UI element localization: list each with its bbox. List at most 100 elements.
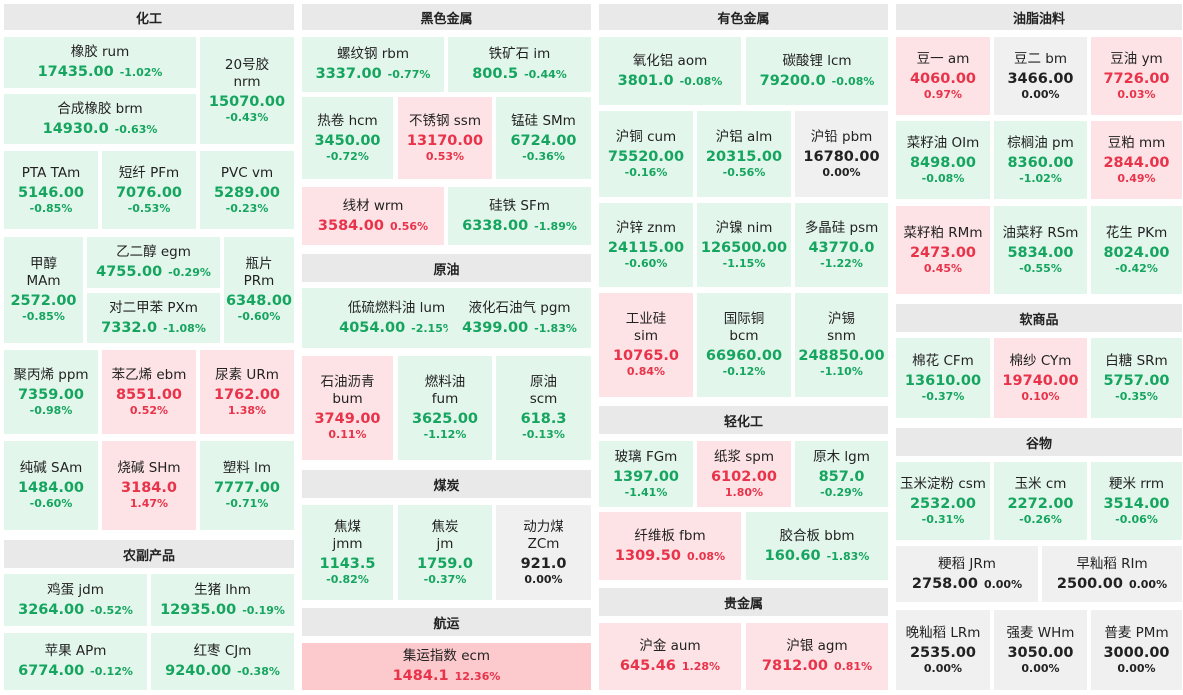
commodity-tile[interactable]: 原木 lgm 857.0 -0.29% <box>795 441 888 507</box>
commodity-tile[interactable]: 强麦 WHm 3050.00 0.00% <box>994 610 1087 690</box>
commodity-change: 1.80% <box>724 485 764 499</box>
commodity-tile[interactable]: 焦炭 jm 1759.0 -0.37% <box>398 505 492 600</box>
commodity-change: -0.13% <box>522 428 565 441</box>
commodity-tile[interactable]: 氧化铝 aom 3801.0 -0.08% <box>599 37 741 105</box>
commodity-tile[interactable]: 尿素 URm 1762.00 1.38% <box>200 350 294 434</box>
commodity-tile[interactable]: 早籼稻 RIm 2500.00 0.00% <box>1042 546 1182 602</box>
section-header-light: 轻化工 <box>599 406 888 434</box>
commodity-tile[interactable]: 螺纹钢 rbm 3337.00 -0.77% <box>302 37 444 92</box>
commodity-tile[interactable]: 豆油 ym 7726.00 0.03% <box>1091 37 1182 115</box>
commodity-tile[interactable]: 不锈钢 ssm 13170.00 0.53% <box>398 97 492 179</box>
commodity-tile[interactable]: 粳稻 JRm 2758.00 0.00% <box>896 546 1038 602</box>
commodity-name-line: 沪锡 <box>828 311 855 327</box>
commodity-tile[interactable]: 苹果 APm 6774.00 -0.12% <box>4 633 147 690</box>
commodity-tile[interactable]: 瓶片 PRm 6348.00 -0.60% <box>224 237 294 343</box>
commodity-tile[interactable]: 沪铝 alm 20315.00 -0.56% <box>697 111 791 197</box>
commodity-tile[interactable]: 纸浆 spm 6102.00 1.80% <box>697 441 791 507</box>
commodity-tile[interactable]: 聚丙烯 ppm 7359.00 -0.98% <box>4 350 98 434</box>
commodity-name: 鸡蛋 jdm <box>47 582 104 598</box>
commodity-tile[interactable]: 焦煤 jmm 1143.5 -0.82% <box>302 505 393 600</box>
quote-row: 7332.0 -1.08% <box>101 319 206 337</box>
commodity-tile[interactable]: 苯乙烯 ebm 8551.00 0.52% <box>102 350 196 434</box>
commodity-price: 1484.1 <box>392 668 449 684</box>
commodity-tile[interactable]: 沪锌 znm 24115.00 -0.60% <box>599 203 693 287</box>
commodity-price: 1762.00 <box>213 386 281 403</box>
commodity-tile[interactable]: 原油 scm 618.3 -0.13% <box>496 356 591 460</box>
commodity-tile[interactable]: 硅铁 SFm 6338.00 -1.89% <box>448 187 591 245</box>
commodity-tile[interactable]: 线材 wrm 3584.00 0.56% <box>302 187 444 245</box>
commodity-tile[interactable]: 生猪 lhm 12935.00 -0.19% <box>151 574 294 626</box>
commodity-tile[interactable]: 沪镍 nim 126500.00 -1.15% <box>697 203 791 287</box>
commodity-tile[interactable]: 胶合板 bbm 160.60 -1.83% <box>746 512 888 580</box>
commodity-tile[interactable]: PVC vm 5289.00 -0.23% <box>200 151 294 229</box>
commodity-change: -1.22% <box>820 256 863 270</box>
commodity-tile[interactable]: 沪铜 cum 75520.00 -0.16% <box>599 111 693 197</box>
commodity-tile[interactable]: 纯碱 SAm 1484.00 -0.60% <box>4 441 98 530</box>
commodity-tile[interactable]: 花生 PKm 8024.00 -0.42% <box>1091 206 1182 294</box>
commodity-tile[interactable]: 玉米 cm 2272.00 -0.26% <box>994 462 1087 540</box>
commodity-tile[interactable]: 玻璃 FGm 1397.00 -1.41% <box>599 441 693 507</box>
commodity-tile[interactable]: 石油沥青 bum 3749.00 0.11% <box>302 356 393 460</box>
commodity-tile[interactable]: 碳酸锂 lcm 79200.0 -0.08% <box>746 37 888 105</box>
commodity-name-line: 锰硅 SMm <box>511 112 576 129</box>
quote-row: 10765.0 0.84% <box>613 347 679 379</box>
commodity-tile[interactable]: 菜籽粕 RMm 2473.00 0.45% <box>896 206 990 294</box>
commodity-tile[interactable]: 粳米 rrm 3514.00 -0.06% <box>1091 462 1182 540</box>
commodity-tile[interactable]: 豆二 bm 3466.00 0.00% <box>994 37 1087 115</box>
commodity-tile[interactable]: 棉纱 CYm 19740.00 0.10% <box>994 338 1087 418</box>
commodity-change: -1.12% <box>423 428 467 441</box>
commodity-tile[interactable]: 动力煤 ZCm 921.0 0.00% <box>496 505 591 600</box>
commodity-change: -0.31% <box>921 512 965 526</box>
commodity-tile[interactable]: 塑料 lm 7777.00 -0.71% <box>200 441 294 530</box>
quote-row: 7076.00 -0.53% <box>116 184 182 216</box>
commodity-name: 螺纹钢 rbm <box>337 46 409 62</box>
commodity-tile[interactable]: 沪铅 pbm 16780.00 0.00% <box>795 111 888 197</box>
commodity-name: 沪银 agm <box>786 638 847 654</box>
commodity-tile[interactable]: 甲醇 MAm 2572.00 -0.85% <box>4 237 83 343</box>
commodity-tile[interactable]: 热卷 hcm 3450.00 -0.72% <box>302 97 393 179</box>
commodity-tile[interactable]: 豆一 am 4060.00 0.97% <box>896 37 990 115</box>
quote-row: 2473.00 0.45% <box>910 244 976 276</box>
commodity-change: 0.11% <box>328 428 367 441</box>
commodity-name: 菜籽粕 RMm <box>904 225 983 241</box>
commodity-tile[interactable]: 棉花 CFm 13610.00 -0.37% <box>896 338 990 418</box>
commodity-tile[interactable]: 液化石油气 pgm 4399.00 -1.83% <box>448 288 591 348</box>
commodity-name-line: 强麦 WHm <box>1006 624 1075 641</box>
commodity-tile[interactable]: 鸡蛋 jdm 3264.00 -0.52% <box>4 574 147 626</box>
commodity-tile[interactable]: 菜籽油 OIm 8498.00 -0.08% <box>896 121 990 199</box>
commodity-name-line: jm <box>436 535 454 552</box>
commodity-tile[interactable]: 普麦 PMm 3000.00 0.00% <box>1091 610 1182 690</box>
commodity-tile[interactable]: 工业硅 sim 10765.0 0.84% <box>599 293 693 397</box>
commodity-tile[interactable]: 合成橡胶 brm 14930.0 -0.63% <box>4 94 196 144</box>
commodity-tile[interactable]: 沪银 agm 7812.00 0.81% <box>746 623 888 690</box>
commodity-tile[interactable]: 沪金 aum 645.46 1.28% <box>599 623 741 690</box>
commodity-change: 0.00% <box>1021 87 1060 101</box>
section-header-ship: 航运 <box>302 608 591 636</box>
commodity-tile[interactable]: 对二甲苯 PXm 7332.0 -1.08% <box>87 293 220 343</box>
commodity-name-line: 多晶硅 psm <box>804 219 879 236</box>
commodity-tile[interactable]: 橡胶 rum 17435.00 -1.02% <box>4 37 196 88</box>
commodity-tile[interactable]: 国际铜 bcm 66960.00 -0.12% <box>697 293 791 397</box>
commodity-tile[interactable]: 白糖 SRm 5757.00 -0.35% <box>1091 338 1182 418</box>
commodity-tile[interactable]: 集运指数 ecm 1484.1 12.36% <box>302 643 591 690</box>
commodity-tile[interactable]: 豆粕 mm 2844.00 0.49% <box>1091 121 1182 199</box>
commodity-tile[interactable]: 沪锡 snm 248850.00 -1.10% <box>795 293 888 397</box>
commodity-tile[interactable]: 纤维板 fbm 1309.50 0.08% <box>599 512 741 580</box>
commodity-tile[interactable]: PTA TAm 5146.00 -0.85% <box>4 151 98 229</box>
commodity-tile[interactable]: 棕榈油 pm 8360.00 -1.02% <box>994 121 1087 199</box>
commodity-tile[interactable]: 多晶硅 psm 43770.0 -1.22% <box>795 203 888 287</box>
commodity-tile[interactable]: 晚籼稻 LRm 2535.00 0.00% <box>896 610 990 690</box>
commodity-tile[interactable]: 玉米淀粉 csm 2532.00 -0.31% <box>896 462 990 540</box>
commodity-tile[interactable]: 锰硅 SMm 6724.00 -0.36% <box>496 97 591 179</box>
commodity-change: 0.49% <box>1117 171 1156 185</box>
commodity-tile[interactable]: 短纤 PFm 7076.00 -0.53% <box>102 151 196 229</box>
commodity-tile[interactable]: 20号胶 nrm 15070.00 -0.43% <box>200 37 294 144</box>
commodity-price: 43770.0 <box>808 239 875 256</box>
commodity-tile[interactable]: 烧碱 SHm 3184.0 1.47% <box>102 441 196 530</box>
commodity-tile[interactable]: 油菜籽 RSm 5834.00 -0.55% <box>994 206 1087 294</box>
commodity-tile[interactable]: 铁矿石 im 800.5 -0.44% <box>448 37 591 92</box>
quote-row: 17435.00 -1.02% <box>38 63 163 81</box>
commodity-tile[interactable]: 红枣 CJm 9240.00 -0.38% <box>151 633 294 690</box>
commodity-tile[interactable]: 乙二醇 egm 4755.00 -0.29% <box>87 237 220 288</box>
commodity-tile[interactable]: 燃料油 fum 3625.00 -1.12% <box>398 356 492 460</box>
